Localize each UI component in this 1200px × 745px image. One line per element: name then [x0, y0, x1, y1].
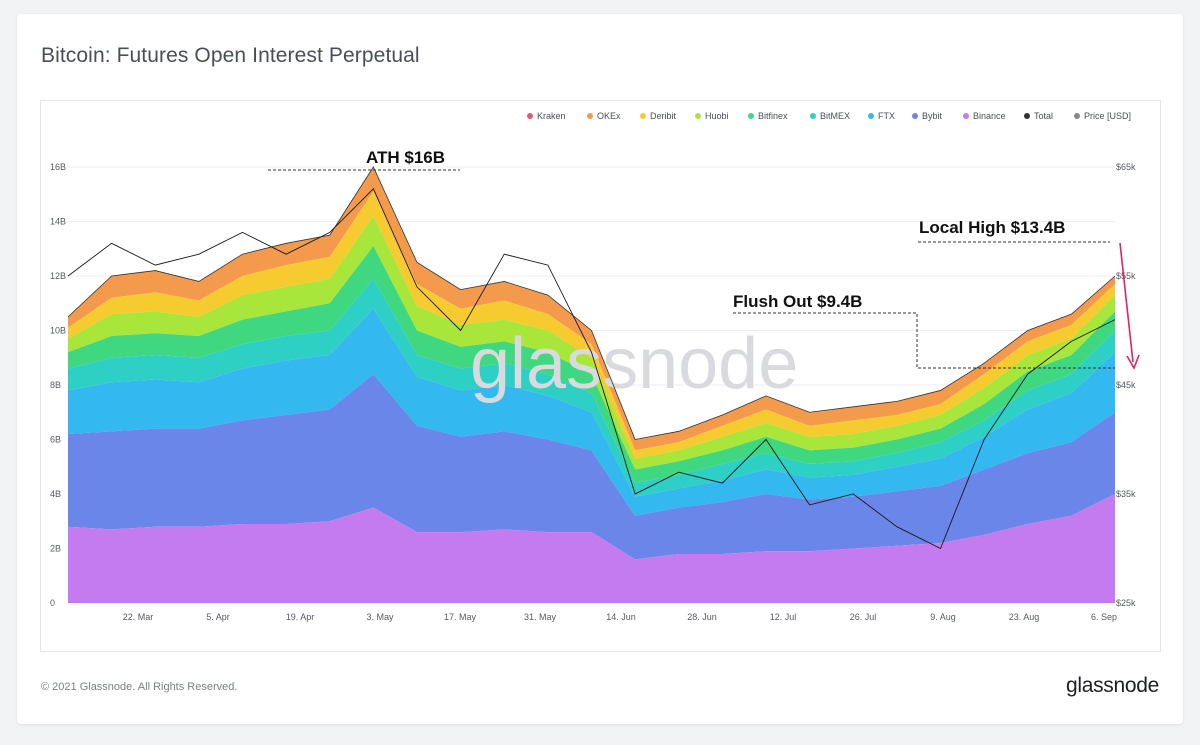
x-tick-label: 3. May [366, 612, 394, 622]
annotations: ATH $16B Local High $13.4B Flush Out $9.4B [268, 148, 1140, 370]
legend-swatch [868, 113, 874, 119]
x-tick-label: 19. Apr [286, 612, 315, 622]
y-left-tick-label: 4B [50, 489, 61, 499]
brand-logo: glassnode [1065, 674, 1159, 697]
stacked-areas [68, 167, 1115, 603]
y-right-tick-label: $55k [1116, 271, 1136, 281]
y-left-tick-label: 10B [50, 326, 66, 336]
y-right-tick-label: $65k [1116, 162, 1136, 172]
ath-annotation: ATH $16B [366, 148, 445, 167]
x-tick-label: 5. Apr [206, 612, 230, 622]
x-tick-label: 9. Aug [930, 612, 956, 622]
page-title: Bitcoin: Futures Open Interest Perpetual [41, 44, 420, 67]
watermark: glassnode [470, 324, 798, 404]
legend-item[interactable]: Kraken [537, 111, 566, 121]
series-lines [67, 166, 1116, 550]
x-tick-label: 28. Jun [687, 612, 717, 622]
decline-arrow [1119, 242, 1134, 363]
legend-swatch [527, 113, 533, 119]
decline-arrow-head [1126, 354, 1140, 370]
legend: Kraken OKEx Deribit Huobi Bitfinex BitMEX FTX B… [527, 111, 1131, 121]
area-okex [68, 167, 1115, 451]
legend-swatch [912, 113, 918, 119]
legend-swatch [640, 113, 646, 119]
x-axis: 22. Mar 5. Apr 19. Apr 3. May 17. May 31. May… [123, 612, 1117, 622]
legend-item[interactable]: Total [1034, 111, 1053, 121]
local-high-annotation: Local High $13.4B [919, 218, 1065, 237]
legend-swatch [963, 113, 969, 119]
legend-item[interactable]: Binance [973, 111, 1006, 121]
copyright-text: © 2021 Glassnode. All Rights Reserved. [41, 681, 238, 693]
flush-out-annotation: Flush Out $9.4B [733, 292, 862, 311]
y-right-tick-label: $35k [1116, 489, 1136, 499]
legend-item[interactable]: FTX [878, 111, 895, 121]
legend-swatch [810, 113, 816, 119]
x-tick-label: 14. Jun [606, 612, 636, 622]
y-left-tick-label: 12B [50, 271, 66, 281]
legend-swatch [587, 113, 593, 119]
area-binance [68, 494, 1115, 603]
y-right-tick-label: $25k [1116, 598, 1136, 608]
area-bitmex [68, 278, 1115, 497]
legend-swatch [1024, 113, 1030, 119]
y-left-tick-label: 6B [50, 435, 61, 445]
y-right-tick-label: $45k [1116, 380, 1136, 390]
area-deribit [68, 191, 1115, 459]
legend-swatch [695, 113, 701, 119]
total-line [67, 166, 1116, 440]
x-tick-label: 22. Mar [123, 612, 154, 622]
x-tick-label: 6. Sep [1091, 612, 1117, 622]
y-axis-left: 0 2B 4B 6B 8B 10B 12B 14B 16B [50, 162, 66, 608]
y-left-tick-label: 14B [50, 217, 66, 227]
area-bitfinex [68, 246, 1115, 484]
legend-item[interactable]: BitMEX [820, 111, 850, 121]
legend-item[interactable]: Price [USD] [1084, 111, 1131, 121]
x-tick-label: 23. Aug [1009, 612, 1040, 622]
area-ftx [68, 308, 1115, 516]
legend-item[interactable]: Bitfinex [758, 111, 788, 121]
y-axis-right: $25k $35k $45k $55k $65k [1116, 162, 1136, 608]
x-tick-label: 17. May [444, 612, 477, 622]
x-tick-label: 12. Jul [770, 612, 797, 622]
chart-frame [40, 100, 1161, 652]
legend-item[interactable]: Deribit [650, 111, 677, 121]
y-left-tick-label: 2B [50, 544, 61, 554]
area-huobi [68, 216, 1115, 470]
x-tick-label: 26. Jul [850, 612, 877, 622]
flush-out-marker-line [733, 312, 1115, 369]
legend-swatch [1074, 113, 1080, 119]
price-line [67, 188, 1116, 550]
y-left-tick-label: 8B [50, 380, 61, 390]
legend-item[interactable]: Bybit [922, 111, 943, 121]
y-left-tick-label: 16B [50, 162, 66, 172]
x-tick-label: 31. May [524, 612, 557, 622]
y-left-tick-label: 0 [50, 598, 55, 608]
legend-item[interactable]: OKEx [597, 111, 621, 121]
legend-item[interactable]: Huobi [705, 111, 729, 121]
legend-swatch [748, 113, 754, 119]
area-bybit [68, 374, 1115, 560]
